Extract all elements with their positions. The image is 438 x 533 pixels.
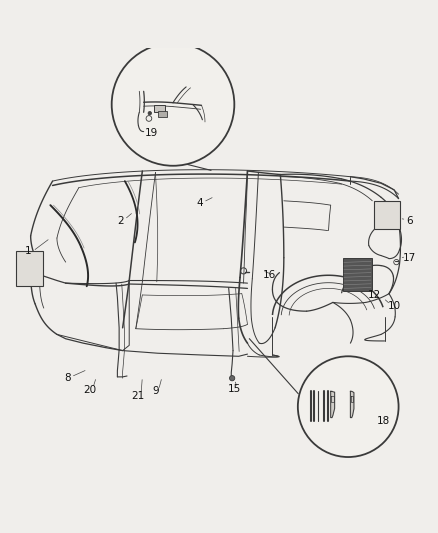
Text: 17: 17: [403, 253, 416, 263]
Circle shape: [112, 43, 234, 166]
FancyBboxPatch shape: [154, 105, 165, 112]
Text: 20: 20: [83, 385, 96, 395]
Text: 4: 4: [196, 198, 203, 208]
Text: 16: 16: [263, 270, 276, 280]
Text: 2: 2: [117, 215, 124, 225]
Text: 21: 21: [131, 391, 145, 401]
Text: 9: 9: [152, 386, 159, 397]
FancyBboxPatch shape: [158, 110, 167, 117]
Text: 10: 10: [388, 301, 401, 311]
Text: 12: 12: [368, 290, 381, 300]
Text: 15: 15: [228, 384, 241, 394]
Circle shape: [298, 356, 399, 457]
Circle shape: [148, 111, 152, 115]
Polygon shape: [331, 391, 335, 418]
Text: 1: 1: [25, 246, 32, 256]
Text: 19: 19: [145, 128, 158, 138]
Polygon shape: [350, 391, 354, 418]
Text: 8: 8: [64, 373, 71, 383]
Circle shape: [230, 376, 235, 381]
FancyBboxPatch shape: [343, 258, 372, 290]
Text: 6: 6: [406, 215, 413, 225]
FancyBboxPatch shape: [16, 251, 43, 286]
FancyBboxPatch shape: [374, 201, 400, 229]
Text: 18: 18: [377, 416, 390, 426]
